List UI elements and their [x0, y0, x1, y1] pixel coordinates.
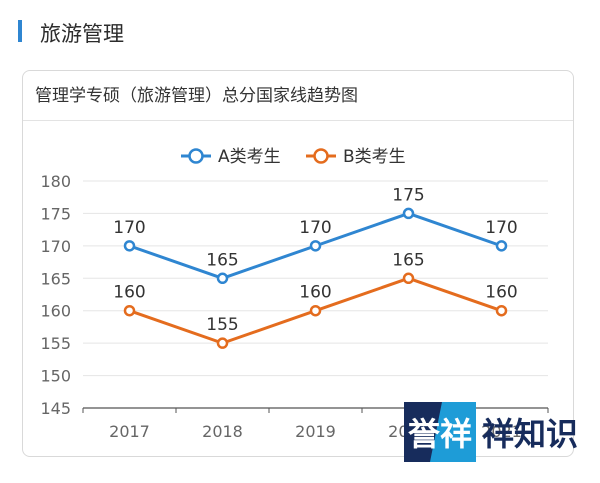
y-tick-label: 160: [40, 302, 71, 321]
chart-card-title: 管理学专硕（旅游管理）总分国家线趋势图: [23, 71, 573, 121]
section-accent-bar: [18, 20, 22, 42]
legend-marker: [313, 148, 329, 164]
svg-text:誉祥: 誉祥: [408, 415, 472, 453]
x-tick-label: 2019: [295, 422, 336, 441]
legend-label: A类考生: [218, 147, 281, 167]
x-tick-label: 2017: [109, 422, 150, 441]
data-label: 175: [392, 185, 424, 205]
y-tick-label: 145: [40, 399, 71, 418]
data-label: 160: [299, 283, 331, 303]
data-label: 170: [299, 218, 331, 238]
data-point: [216, 337, 229, 349]
section-title: 旅游管理: [40, 22, 124, 46]
data-point: [216, 272, 229, 285]
data-point: [495, 304, 508, 317]
y-tick-label: 150: [40, 367, 71, 386]
data-point: [123, 240, 136, 252]
x-tick-label: 2021: [481, 422, 522, 441]
data-point: [309, 240, 322, 252]
line-chart: 1451501551601651701751802017201820192020…: [40, 147, 549, 441]
legend-marker: [188, 148, 204, 164]
data-point: [123, 304, 136, 317]
y-tick-label: 155: [40, 334, 71, 353]
y-tick-label: 165: [40, 269, 71, 288]
legend-label: B类考生: [343, 147, 406, 167]
y-tick-label: 180: [40, 172, 71, 191]
data-label: 165: [206, 250, 238, 270]
x-tick-label: 2018: [202, 422, 243, 441]
data-label: 155: [206, 315, 238, 335]
data-point: [309, 304, 322, 317]
data-point: [495, 240, 508, 252]
y-tick-label: 175: [40, 204, 71, 223]
data-label: 160: [485, 283, 517, 303]
data-point: [402, 207, 415, 220]
y-tick-label: 170: [40, 237, 71, 256]
data-label: 170: [485, 218, 517, 238]
data-point: [402, 272, 415, 285]
data-label: 160: [113, 283, 145, 303]
watermark-logo: 誉祥 祥知识: [404, 402, 578, 462]
data-label: 170: [113, 218, 145, 238]
svg-text:祥知识: 祥知识: [482, 415, 578, 453]
chart-card: 管理学专硕（旅游管理）总分国家线趋势图 145 150 155 160 165 170 17…: [22, 70, 574, 457]
data-label: 165: [392, 250, 424, 270]
